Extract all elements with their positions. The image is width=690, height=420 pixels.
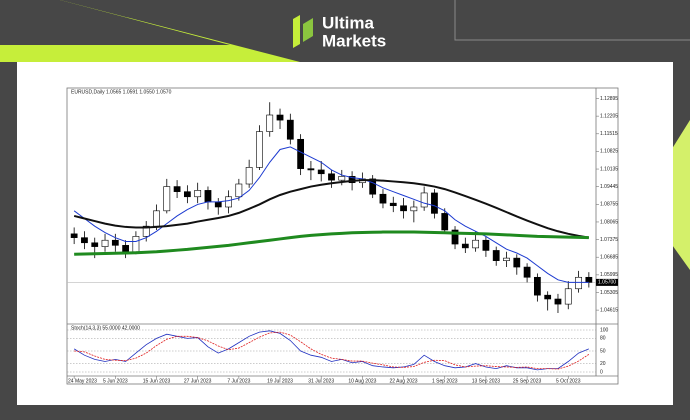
candle-body [163, 186, 171, 212]
x-tick-label: 15 Jun 2023 [143, 378, 171, 384]
x-tick-label: 10 Aug 2023 [348, 378, 376, 384]
candle-body [492, 250, 500, 261]
candle-body [214, 201, 222, 208]
brand-name: Markets [322, 31, 386, 50]
candle-body [513, 257, 521, 268]
candle-body [317, 169, 325, 175]
current-price-label: 1.05700 [598, 280, 616, 286]
candle-body [194, 190, 202, 198]
candle-body [523, 266, 531, 278]
candle-body [132, 236, 140, 253]
candle-body [142, 225, 150, 237]
moving-average [74, 230, 589, 256]
y-tick-label: 1.08755 [600, 202, 618, 208]
candle-body [554, 298, 562, 305]
candle-body [286, 119, 294, 140]
logo-icon [303, 18, 313, 42]
candle-body [503, 257, 510, 261]
x-tick-label: 1 Sep 2023 [432, 378, 458, 384]
moving-average [73, 179, 590, 239]
candle-body [544, 294, 552, 300]
candle-body [101, 239, 109, 247]
y-tick-label: 1.05995 [600, 272, 618, 278]
x-tick-label: 7 Jul 2023 [227, 378, 250, 384]
candle-body [431, 192, 438, 214]
logo-icon [293, 15, 300, 48]
candle-body [307, 168, 315, 171]
candle-body [297, 138, 305, 169]
y-tick-label: 1.08065 [600, 219, 618, 225]
indicator-tick-label: 80 [600, 336, 606, 342]
candle-body [585, 276, 593, 283]
indicator-line [73, 330, 590, 371]
candle-body [256, 131, 263, 168]
candle-body [204, 190, 212, 203]
y-tick-label: 1.11515 [600, 131, 618, 137]
y-tick-label: 1.12895 [600, 96, 618, 102]
x-tick-label: 13 Sep 2023 [472, 378, 501, 384]
candle-body [379, 193, 387, 204]
x-tick-label: 22 Aug 2023 [390, 378, 418, 384]
candle-body [245, 167, 253, 185]
candle-body [91, 242, 99, 247]
candle-body [338, 176, 346, 181]
candle-body [410, 206, 418, 212]
y-tick-label: 1.07375 [600, 237, 618, 243]
indicator-tick-label: 20 [600, 361, 606, 367]
x-tick-label: 25 Sep 2023 [513, 378, 542, 384]
y-tick-label: 1.09445 [600, 184, 618, 190]
x-tick-label: 24 May 2023 [68, 378, 97, 384]
y-tick-label: 1.06685 [600, 255, 618, 261]
candle-body [482, 239, 490, 251]
x-tick-label: 5 Jun 2023 [103, 378, 128, 384]
x-tick-label: 31 Jul 2023 [308, 378, 334, 384]
candle-body [420, 192, 428, 208]
candle-body [153, 210, 160, 227]
candle-body [328, 173, 335, 181]
chart-title: EURUSD,Daily 1.0565 1.0591 1.0550 1.0570 [71, 89, 172, 95]
candle-body [369, 178, 377, 195]
candle-body [575, 276, 582, 290]
candle-body [183, 191, 191, 198]
x-tick-label: 5 Oct 2023 [556, 378, 581, 384]
brand-name: Ultima [322, 13, 375, 32]
candle-body [81, 237, 88, 244]
y-tick-label: 1.10135 [600, 166, 618, 172]
candle-body [564, 288, 572, 305]
indicator-tick-label: 0 [600, 369, 603, 375]
indicator-tick-label: 50 [600, 348, 606, 354]
indicator-label: Stoch(14,3,3) 55.0000 42.0000 [71, 325, 140, 331]
candle-body [225, 196, 232, 208]
candle-body [451, 229, 459, 245]
candle-body [400, 205, 407, 212]
x-tick-label: 27 Jun 2023 [184, 378, 212, 384]
candle-body [111, 239, 119, 246]
y-tick-label: 1.12205 [600, 113, 618, 119]
x-tick-label: 19 Jul 2023 [267, 378, 293, 384]
current-price-box [596, 278, 618, 286]
candle-body [70, 233, 78, 238]
deco-line [454, 0, 690, 41]
accent-cut [0, 0, 230, 45]
candle-body [389, 202, 397, 207]
y-tick-label: 1.04615 [600, 307, 618, 313]
candle-body [472, 239, 480, 249]
candle-body [461, 243, 469, 249]
moving-average [73, 146, 589, 283]
candle-body [173, 186, 181, 192]
candle-body [533, 276, 541, 296]
candle-body [276, 114, 284, 121]
candle-body [235, 183, 243, 198]
candle-body [266, 114, 274, 132]
candle-body [122, 245, 130, 253]
indicator-tick-label: 100 [600, 327, 609, 333]
candle-body [348, 176, 356, 184]
y-tick-label: 1.05305 [600, 290, 618, 296]
indicator-line [74, 331, 590, 370]
candle-body [441, 213, 449, 231]
y-tick-label: 1.10825 [600, 149, 618, 155]
